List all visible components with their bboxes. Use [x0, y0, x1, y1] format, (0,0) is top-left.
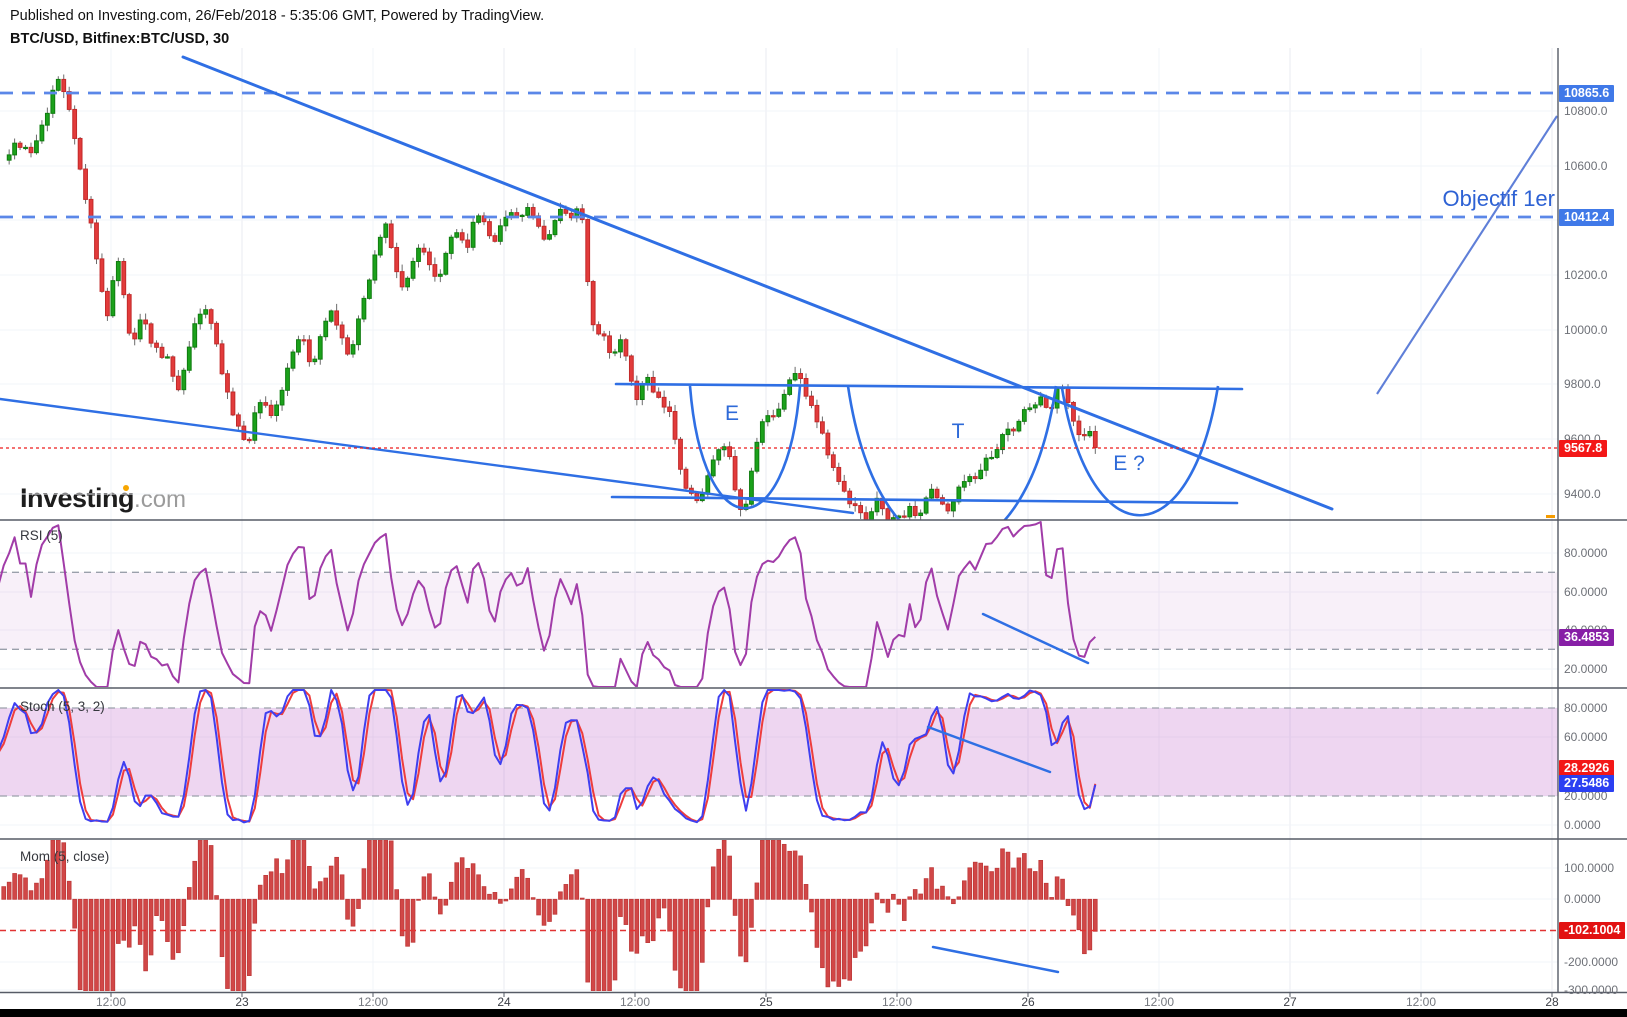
time-tick-label: 25 [759, 995, 773, 1009]
time-tick-label: 12:00 [1143, 995, 1175, 1009]
rsi-tick-label: 60.0000 [1564, 585, 1608, 599]
time-tick-label: 23 [235, 995, 249, 1009]
stoch-title: Stoch (5, 3, 2) [20, 699, 105, 714]
mom-tick-label: -200.0000 [1564, 955, 1619, 969]
rsi-tick-label: 80.0000 [1564, 546, 1608, 560]
time-tick-label: 27 [1283, 995, 1297, 1009]
value-badge: 28.2926 [1559, 759, 1615, 777]
mom-tick-label: 0.0000 [1564, 892, 1601, 906]
value-badge: -102.1004 [1559, 921, 1626, 939]
stoch-tick-label: 20.0000 [1564, 789, 1608, 803]
stoch-tick-label: 0.0000 [1564, 818, 1601, 832]
published-line: Published on Investing.com, 26/Feb/2018 … [10, 8, 545, 24]
value-badge: 10865.6 [1559, 84, 1615, 102]
investing-watermark: Investing.com [20, 483, 186, 514]
time-tick-label: 28 [1545, 995, 1559, 1009]
mom-tick-label: -300.0000 [1564, 983, 1619, 997]
time-tick-label: 24 [497, 995, 511, 1009]
stoch-tick-label: 80.0000 [1564, 701, 1608, 715]
logo-orange-dot [123, 485, 129, 491]
symbol-title: BTC/USD, Bitfinex:BTC/USD, 30 [10, 31, 230, 47]
price-tick-label: 9800.0 [1564, 377, 1601, 391]
value-badge: 27.5486 [1559, 774, 1615, 792]
price-tick-label: 10800.0 [1564, 104, 1608, 118]
price-tick-label: 10000.0 [1564, 323, 1608, 337]
time-tick-label: 12:00 [619, 995, 651, 1009]
investing-logo-text: Investing [20, 483, 135, 513]
value-badge: 9567.8 [1559, 439, 1608, 457]
objective-label: Objectif 1er [1442, 186, 1556, 211]
price-tick-label: 10200.0 [1564, 268, 1608, 282]
mom-tick-label: 100.0000 [1564, 861, 1615, 875]
time-tick-label: 12:00 [357, 995, 389, 1009]
bottom-black-bar [0, 1009, 1627, 1017]
label-left-shoulder: E [724, 402, 740, 425]
time-tick-label: 26 [1021, 995, 1035, 1009]
rsi-tick-label: 20.0000 [1564, 662, 1608, 676]
mom-title: Mom (5, close) [20, 849, 110, 864]
value-badge: 36.4853 [1559, 628, 1615, 646]
investing-logo-suffix: .com [134, 486, 187, 513]
stoch-tick-label: 60.0000 [1564, 730, 1608, 744]
label-right-shoulder: E ? [1113, 452, 1145, 475]
value-badge: 10412.4 [1559, 208, 1615, 226]
price-tick-label: 10600.0 [1564, 159, 1608, 173]
time-tick-label: 12:00 [1405, 995, 1437, 1009]
rsi-title: RSI (5) [20, 528, 63, 543]
series-marker [1546, 515, 1555, 518]
label-head: T [951, 420, 965, 443]
price-tick-label: 9400.0 [1564, 487, 1601, 501]
time-tick-label: 12:00 [881, 995, 913, 1009]
time-tick-label: 12:00 [95, 995, 127, 1009]
